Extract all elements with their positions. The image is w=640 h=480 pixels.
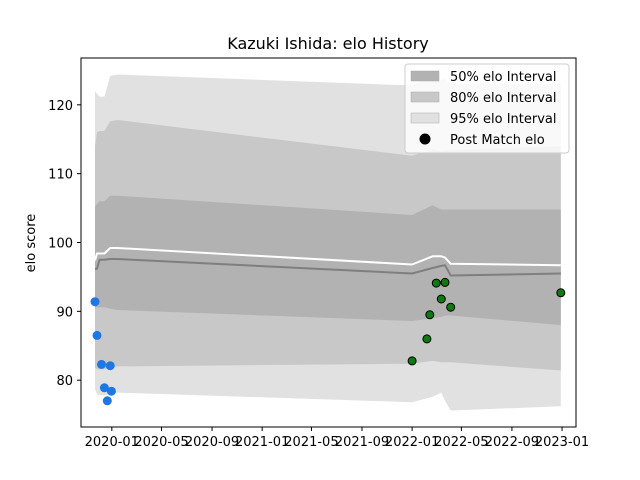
data-point (431, 278, 441, 288)
legend-swatch (410, 112, 440, 124)
data-point (407, 356, 417, 366)
data-point (436, 294, 446, 304)
y-axis-title: elo score (24, 214, 39, 273)
data-point (90, 297, 100, 307)
data-point (446, 302, 456, 312)
y-tick-label: 100 (48, 237, 73, 252)
x-tick-label: 2021-09 (335, 435, 389, 450)
data-point (92, 330, 102, 340)
legend-label: Post Match elo (450, 133, 545, 148)
y-tick-label: 110 (48, 168, 73, 183)
data-point (425, 310, 435, 320)
y-tick-label: 90 (56, 305, 73, 320)
plot-area (90, 74, 566, 411)
x-tick-label: 2020-09 (185, 435, 239, 450)
y-tick-label: 80 (56, 374, 73, 389)
legend: 50% elo Interval 80% elo Interval 95% elo … (404, 63, 570, 154)
axes: 80901001101202020-012020-052020-092021-0… (48, 57, 589, 450)
x-tick-label: 2020-01 (85, 435, 139, 450)
legend-frame (404, 63, 570, 154)
data-point (97, 359, 106, 369)
data-point (105, 361, 115, 371)
legend-label: 50% elo Interval (450, 70, 557, 85)
legend-swatch (410, 91, 440, 103)
x-tick-label: 2022-05 (434, 435, 488, 450)
chart-title: Kazuki Ishida: elo History (227, 34, 429, 53)
x-tick-label: 2021-05 (284, 435, 338, 450)
x-tick-label: 2023-01 (535, 435, 589, 450)
legend-marker (419, 133, 431, 145)
x-tick-label: 2022-01 (385, 435, 439, 450)
x-tick-label: 2022-09 (485, 435, 539, 450)
y-tick-label: 120 (48, 99, 73, 114)
mean-line (94, 247, 561, 267)
legend-label: 80% elo Interval (450, 91, 557, 106)
legend-label: 95% elo Interval (450, 112, 557, 127)
data-point (440, 277, 450, 287)
data-point (99, 383, 109, 393)
data-point (422, 334, 432, 344)
data-point (102, 396, 112, 406)
data-point (556, 288, 566, 298)
x-tick-label: 2020-05 (134, 435, 188, 450)
legend-swatch (410, 70, 440, 82)
median-line (95, 258, 561, 277)
x-tick-label: 2021-01 (235, 435, 289, 450)
data-point (106, 386, 116, 396)
